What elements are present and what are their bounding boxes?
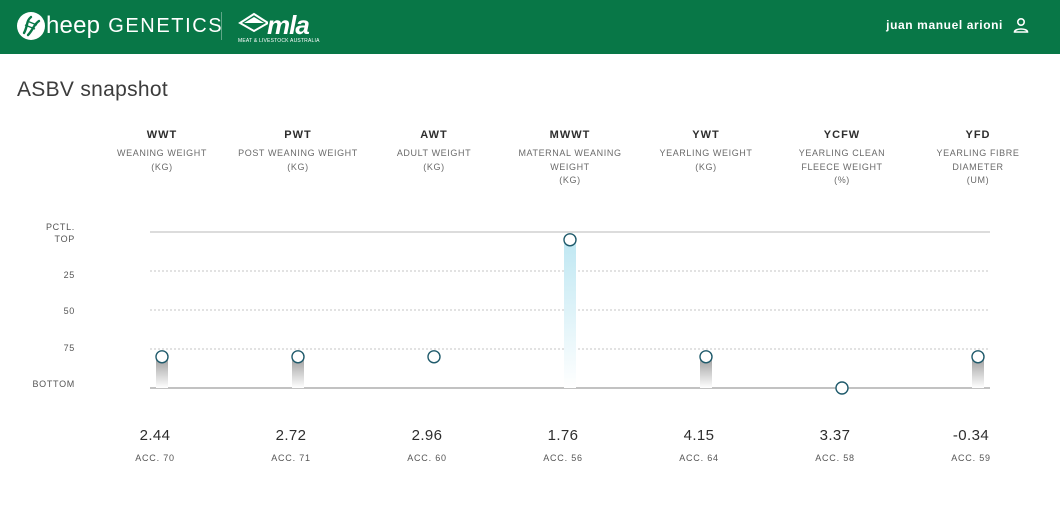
trait-name: ADULT WEIGHT	[396, 148, 472, 158]
trait-code: PWT	[284, 129, 312, 141]
percentile-marker-ywt	[699, 350, 713, 364]
mla-logo[interactable]: mla MEAT & LIVESTOCK AUSTRALIA	[238, 9, 320, 45]
trait-accuracy: ACC. 64	[679, 453, 719, 463]
y-axis-label: TOP	[54, 234, 75, 244]
percentile-bar	[292, 356, 304, 388]
y-axis-label: PCTL.	[45, 222, 75, 232]
percentile-marker-mwwt	[563, 233, 577, 247]
trait-header-ywt: YWT YEARLING WEIGHT (KG)	[644, 129, 768, 174]
percentile-bar	[972, 356, 984, 388]
trait-name: YEARLING FIBRE	[936, 148, 1020, 158]
trait-value-wwt: 2.44	[139, 427, 171, 444]
trait-name: YEARLING CLEAN	[798, 148, 886, 158]
trait-value-ywt: 4.15	[683, 427, 715, 444]
percentile-bar	[700, 356, 712, 388]
trait-header-yfd: YFD YEARLING FIBRE DIAMETER (UM)	[916, 129, 1040, 188]
trait-name: YEARLING WEIGHT	[659, 148, 753, 158]
y-axis-label: BOTTOM	[32, 379, 75, 389]
y-axis-label: 75	[63, 343, 75, 353]
trait-name: WEANING WEIGHT	[117, 148, 207, 158]
trait-value-yfd: -0.34	[952, 427, 990, 444]
trait-accuracy: ACC. 58	[815, 453, 855, 463]
trait-name-line2: FLEECE WEIGHT	[801, 161, 883, 172]
trait-code: YCFW	[823, 129, 861, 141]
trait-accuracy: ACC. 60	[407, 453, 447, 463]
percentile-marker-yfd	[971, 350, 985, 364]
mla-text: mla	[267, 10, 310, 40]
brand-genetics: GENETICS	[108, 14, 224, 37]
trait-header-awt: AWT ADULT WEIGHT (KG)	[372, 129, 496, 174]
percentile-marker-pwt	[291, 350, 305, 364]
sheep-genetics-logo[interactable]: heep GENETICS	[17, 10, 223, 42]
trait-unit: (%)	[834, 175, 850, 185]
trait-value-awt: 2.96	[411, 427, 443, 444]
trait-value-mwwt: 1.76	[547, 427, 579, 444]
user-name: juan manuel arioni	[886, 18, 1003, 32]
trait-name-line2: WEIGHT	[550, 161, 590, 172]
top-bar: heep GENETICS mla MEAT & LIVESTOCK AUSTR…	[0, 0, 1060, 54]
trait-value-pwt: 2.72	[275, 427, 307, 444]
percentile-marker-awt	[427, 350, 441, 364]
brand-word: heep	[46, 12, 101, 39]
trait-name-line2: DIAMETER	[952, 161, 1004, 172]
trait-header-wwt: WWT WEANING WEIGHT (KG)	[100, 129, 224, 174]
trait-unit: (KG)	[559, 175, 581, 185]
trait-code: YWT	[692, 129, 720, 141]
mla-swoosh-icon	[238, 12, 268, 33]
trait-code: YFD	[965, 129, 991, 141]
trait-value-ycfw: 3.37	[819, 427, 851, 444]
trait-header-pwt: PWT POST WEANING WEIGHT (KG)	[236, 129, 360, 174]
trait-header-ycfw: YCFW YEARLING CLEAN FLEECE WEIGHT (%)	[780, 129, 904, 188]
trait-code: WWT	[146, 129, 178, 141]
trait-accuracy: ACC. 59	[951, 453, 991, 463]
page-title: ASBV snapshot	[17, 78, 168, 101]
sheep-logo-icon	[17, 12, 45, 40]
percentile-bar	[564, 239, 576, 388]
trait-accuracy: ACC. 56	[543, 453, 583, 463]
trait-unit: (KG)	[695, 161, 717, 172]
trait-unit: (UM)	[966, 175, 990, 185]
trait-accuracy: ACC. 70	[135, 453, 175, 463]
percentile-bar	[156, 356, 168, 388]
trait-unit: (KG)	[151, 161, 173, 172]
percentile-marker-ycfw	[835, 381, 849, 395]
y-axis-label: 25	[63, 270, 75, 280]
trait-code: AWT	[420, 129, 448, 141]
header-divider	[221, 12, 222, 40]
person-icon[interactable]	[1012, 16, 1030, 34]
trait-code: MWWT	[549, 129, 591, 141]
trait-unit: (KG)	[423, 161, 445, 172]
trait-header-mwwt: MWWT MATERNAL WEANING WEIGHT (KG)	[508, 129, 632, 188]
user-menu[interactable]: juan manuel arioni	[886, 16, 1030, 34]
trait-accuracy: ACC. 71	[271, 453, 311, 463]
percentile-marker-wwt	[155, 350, 169, 364]
trait-name: MATERNAL WEANING	[518, 148, 622, 158]
y-axis-label: 50	[63, 306, 75, 316]
mla-subtitle: MEAT & LIVESTOCK AUSTRALIA	[238, 38, 320, 44]
trait-unit: (KG)	[287, 161, 309, 172]
trait-name: POST WEANING WEIGHT	[238, 148, 358, 158]
